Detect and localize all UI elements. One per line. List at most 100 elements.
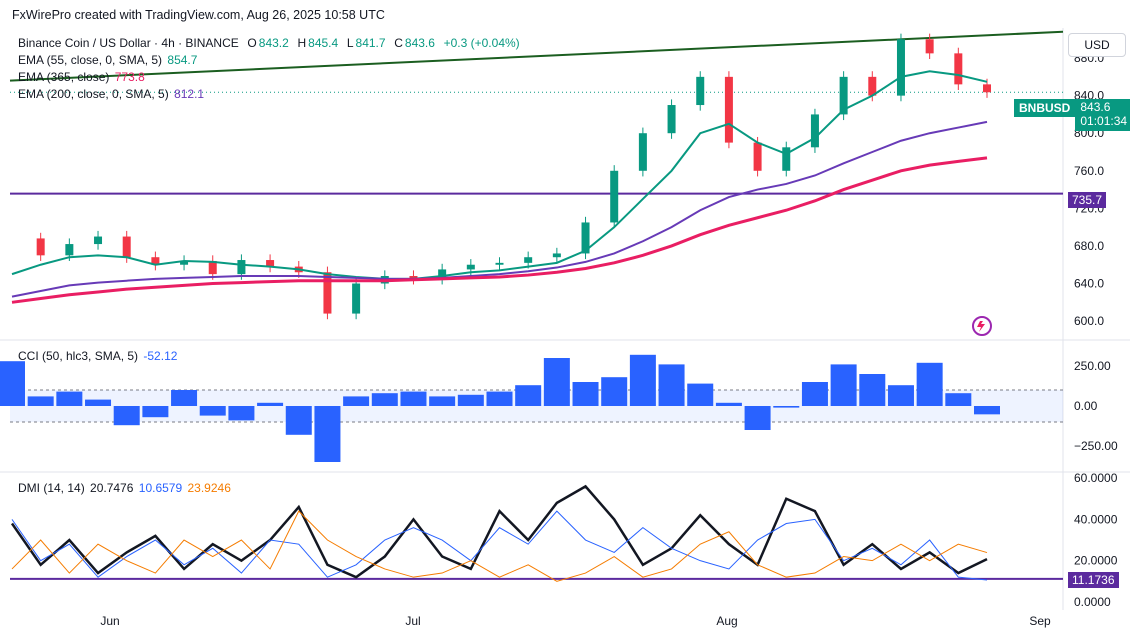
- candle-body: [610, 170, 619, 223]
- candle-body: [696, 76, 705, 106]
- cci-bar: [0, 361, 25, 406]
- candle-body: [753, 142, 762, 171]
- cci-legend[interactable]: CCI (50, hlc3, SMA, 5) -52.12: [18, 349, 179, 363]
- time-axis-label: Jul: [405, 614, 420, 628]
- price-tick-label: 600.0: [1074, 314, 1104, 328]
- ema200-line: [11, 120, 988, 298]
- adx-value: 20.7476: [90, 481, 134, 495]
- open-label: O: [247, 36, 257, 50]
- candle-body: [724, 76, 733, 143]
- cci-bar: [916, 362, 943, 406]
- cci-bar: [687, 383, 714, 406]
- countdown: 01:01:34: [1080, 114, 1128, 128]
- candle-body: [409, 276, 418, 279]
- ema55-legend[interactable]: EMA (55, close, 0, SMA, 5) 854.7: [18, 53, 199, 67]
- cci-bar: [257, 402, 284, 406]
- adx-line: [10, 484, 988, 579]
- cci-bar: [142, 406, 169, 418]
- tradingview-logo-icon: [972, 316, 992, 336]
- support-level-flag: 735.7: [1068, 192, 1107, 208]
- candle-body: [954, 53, 963, 85]
- plus-di-line: [11, 510, 988, 581]
- cci-bar: [859, 374, 886, 406]
- time-axis-label: Aug: [716, 614, 737, 628]
- candle-body: [94, 236, 103, 245]
- last-price-tag: BNBUSD 843.6 01:01:34: [1014, 99, 1130, 131]
- time-axis-label: Sep: [1029, 614, 1051, 628]
- dmi-label: DMI (14, 14): [18, 481, 85, 495]
- low-value: 841.7: [355, 36, 386, 50]
- minus-di-line: [11, 510, 988, 582]
- ema200-value: 812.1: [174, 87, 205, 101]
- ema200-legend[interactable]: EMA (200, close, 0, SMA, 5) 812.1: [18, 87, 206, 101]
- open-value: 843.2: [258, 36, 289, 50]
- cci-bar: [371, 393, 398, 406]
- cci-bar: [658, 364, 685, 406]
- ema365-value: 773.8: [114, 70, 145, 84]
- candle-body: [925, 39, 934, 54]
- candle-body: [237, 260, 246, 275]
- candle-body: [524, 257, 533, 263]
- cci-label: CCI (50, hlc3, SMA, 5): [18, 349, 139, 363]
- candle-body: [495, 262, 504, 265]
- candle-body: [638, 133, 647, 171]
- ema55-line: [11, 70, 988, 280]
- candle-body: [581, 222, 590, 254]
- dmi-level-flag: 11.1736: [1068, 572, 1119, 588]
- candle-body: [208, 260, 217, 275]
- candle-body: [839, 76, 848, 115]
- cci-bar: [27, 396, 54, 406]
- cci-bar: [801, 382, 828, 406]
- cci-bar: [945, 393, 972, 406]
- cci-bar: [199, 406, 226, 416]
- ema365-legend[interactable]: EMA (365, close) 773.8: [18, 70, 147, 84]
- last-price-box: 843.6 01:01:34: [1075, 99, 1130, 131]
- plus-di-value: 10.6579: [138, 481, 183, 495]
- candle-body: [65, 244, 74, 256]
- cci-bar: [171, 390, 198, 406]
- candle-body: [122, 236, 131, 258]
- symbol-title: Binance Coin / US Dollar · 4h · BINANCE: [18, 36, 239, 50]
- cci-bar: [629, 354, 656, 406]
- ema55-label: EMA (55, close, 0, SMA, 5): [18, 53, 163, 67]
- candle-body: [180, 260, 189, 265]
- candle-body: [983, 84, 991, 93]
- close-value: 843.6: [404, 36, 435, 50]
- cci-bar: [887, 385, 914, 406]
- cci-value: -52.12: [143, 349, 178, 363]
- cci-tick-label: 250.00: [1074, 359, 1111, 373]
- price-tick-label: 760.0: [1074, 164, 1104, 178]
- cci-bar: [572, 382, 599, 406]
- cci-bar: [113, 406, 140, 426]
- dmi-legend[interactable]: DMI (14, 14) 20.7476 10.6579 23.9246: [18, 481, 233, 495]
- price-tick-label: 640.0: [1074, 277, 1104, 291]
- ticker-label: BNBUSD: [1014, 99, 1076, 117]
- candle-body: [896, 39, 905, 96]
- cci-tick-label: 0.00: [1074, 399, 1098, 413]
- candle-body: [266, 260, 275, 267]
- ema365-label: EMA (365, close): [18, 70, 110, 84]
- ema55-value: 854.7: [167, 53, 198, 67]
- price-tick-label: 680.0: [1074, 239, 1104, 253]
- cci-bar: [715, 402, 742, 406]
- cci-bar: [343, 396, 370, 406]
- time-axis-label: Jun: [100, 614, 119, 628]
- cci-bar: [56, 391, 83, 406]
- change-value: +0.3 (+0.04%): [443, 36, 520, 50]
- resistance-trendline: [9, 30, 1064, 82]
- cci-bar: [85, 399, 112, 406]
- candle-body: [667, 105, 676, 134]
- cci-bar: [543, 358, 570, 406]
- low-label: L: [346, 36, 354, 50]
- candle-body: [552, 253, 561, 258]
- chart-credit: FxWirePro created with TradingView.com, …: [12, 8, 385, 22]
- currency-button[interactable]: USD: [1068, 33, 1126, 57]
- cci-bar: [285, 406, 312, 435]
- candle-body: [782, 147, 791, 171]
- cci-bar: [314, 406, 341, 462]
- candle-body: [868, 76, 877, 96]
- candle-body: [466, 264, 475, 270]
- candle-body: [323, 272, 332, 314]
- cci-bar: [400, 391, 427, 406]
